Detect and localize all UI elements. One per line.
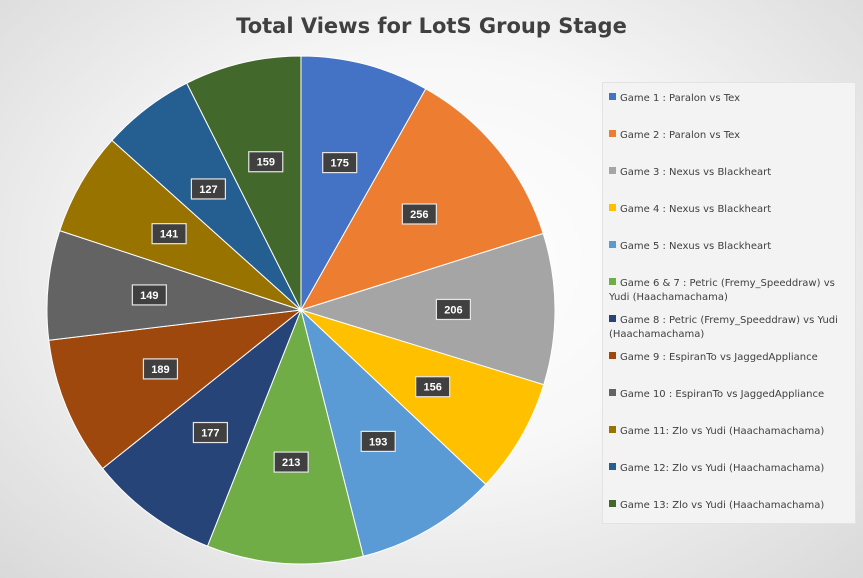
data-label: 193 <box>360 430 396 453</box>
pie-slice <box>299 232 556 386</box>
legend-label: Game 12: Zlo vs Yudi (Haachamachama) <box>620 463 825 474</box>
legend-label: Game 5 : Nexus vs Blackheart <box>620 241 772 252</box>
pie-slice <box>300 55 427 312</box>
data-label-value: 175 <box>331 158 349 170</box>
legend-swatch <box>609 167 616 174</box>
pie-slice <box>46 230 302 341</box>
legend-swatch <box>609 93 616 100</box>
data-label: 175 <box>322 151 358 174</box>
legend-swatch <box>609 389 616 396</box>
pie-slice <box>186 55 302 311</box>
data-label-value: 256 <box>410 209 428 221</box>
legend-item: Game 11: Zlo vs Yudi (Haachamachama) <box>609 425 849 439</box>
data-label: 127 <box>190 178 227 200</box>
pie-slice <box>299 88 544 311</box>
data-label: 177 <box>192 421 228 444</box>
legend-label: Game 3 : Nexus vs Blackheart <box>620 167 772 178</box>
legend-item: Game 10 : EspiranTo vs JaggedAppliance <box>609 388 849 402</box>
legend-label: Game 2 : Paralon vs Tex <box>620 130 741 141</box>
data-label-value: 177 <box>201 428 219 440</box>
data-label: 156 <box>415 376 451 398</box>
legend-item: Game 1 : Paralon vs Tex <box>609 92 849 106</box>
data-label-value: 141 <box>160 229 178 241</box>
legend-swatch <box>609 463 616 470</box>
data-label: 159 <box>248 151 284 173</box>
legend-item: Game 3 : Nexus vs Blackheart <box>609 166 849 180</box>
legend-label: Game 6 & 7 : Petric (Fremy_Speeddraw) vs… <box>609 278 835 303</box>
data-label-value: 213 <box>282 457 300 469</box>
data-label: 213 <box>273 451 309 473</box>
legend-item: Game 5 : Nexus vs Blackheart <box>609 240 849 254</box>
legend-swatch <box>609 352 616 359</box>
legend-swatch <box>609 130 616 137</box>
data-label-value: 189 <box>151 364 169 376</box>
legend-label: Game 8 : Petric (Fremy_Speeddraw) vs Yud… <box>609 315 838 340</box>
data-label-value: 206 <box>444 304 462 316</box>
legend-item: Game 6 & 7 : Petric (Fremy_Speeddraw) vs… <box>609 277 849 305</box>
legend-item: Game 12: Zlo vs Yudi (Haachamachama) <box>609 462 849 476</box>
data-label-value: 156 <box>424 382 442 394</box>
legend-item: Game 8 : Petric (Fremy_Speeddraw) vs Yud… <box>609 314 849 342</box>
legend-label: Game 4 : Nexus vs Blackheart <box>620 204 772 215</box>
legend-item: Game 2 : Paralon vs Tex <box>609 129 849 143</box>
legend-swatch <box>609 278 616 285</box>
chart-legend: Game 1 : Paralon vs Tex Game 2 : Paralon … <box>602 82 856 524</box>
legend-label: Game 9 : EspiranTo vs JaggedAppliance <box>620 352 818 363</box>
legend-label: Game 11: Zlo vs Yudi (Haachamachama) <box>620 426 825 437</box>
data-label: 206 <box>435 298 471 321</box>
data-label: 149 <box>131 284 167 306</box>
legend-label: Game 1 : Paralon vs Tex <box>620 93 741 104</box>
legend-swatch <box>609 241 616 248</box>
legend-label: Game 10 : EspiranTo vs JaggedAppliance <box>620 389 825 400</box>
pie-slices <box>46 55 556 565</box>
data-label: 256 <box>401 203 437 225</box>
pie-data-labels: 175 256 206 156 193 213 177 189 149 141 127 159 <box>131 151 471 473</box>
legend-label: Game 13: Zlo vs Yudi (Haachamachama) <box>620 500 825 511</box>
data-label-value: 149 <box>140 290 158 302</box>
legend-swatch <box>609 426 616 433</box>
legend-item: Game 13: Zlo vs Yudi (Haachamachama) <box>609 499 849 513</box>
data-label: 189 <box>142 358 179 380</box>
data-label-value: 193 <box>369 436 387 448</box>
legend-swatch <box>609 315 616 322</box>
legend-swatch <box>609 204 616 211</box>
chart-title: Total Views for LotS Group Stage <box>236 14 627 38</box>
legend-item: Game 4 : Nexus vs Blackheart <box>609 203 849 217</box>
legend-swatch <box>609 500 616 507</box>
data-label: 141 <box>151 223 187 245</box>
data-label-value: 159 <box>257 157 275 169</box>
pie-slice <box>206 308 364 565</box>
data-label-value: 127 <box>199 184 217 196</box>
legend-item: Game 9 : EspiranTo vs JaggedAppliance <box>609 351 849 365</box>
pie-slice <box>48 309 303 470</box>
